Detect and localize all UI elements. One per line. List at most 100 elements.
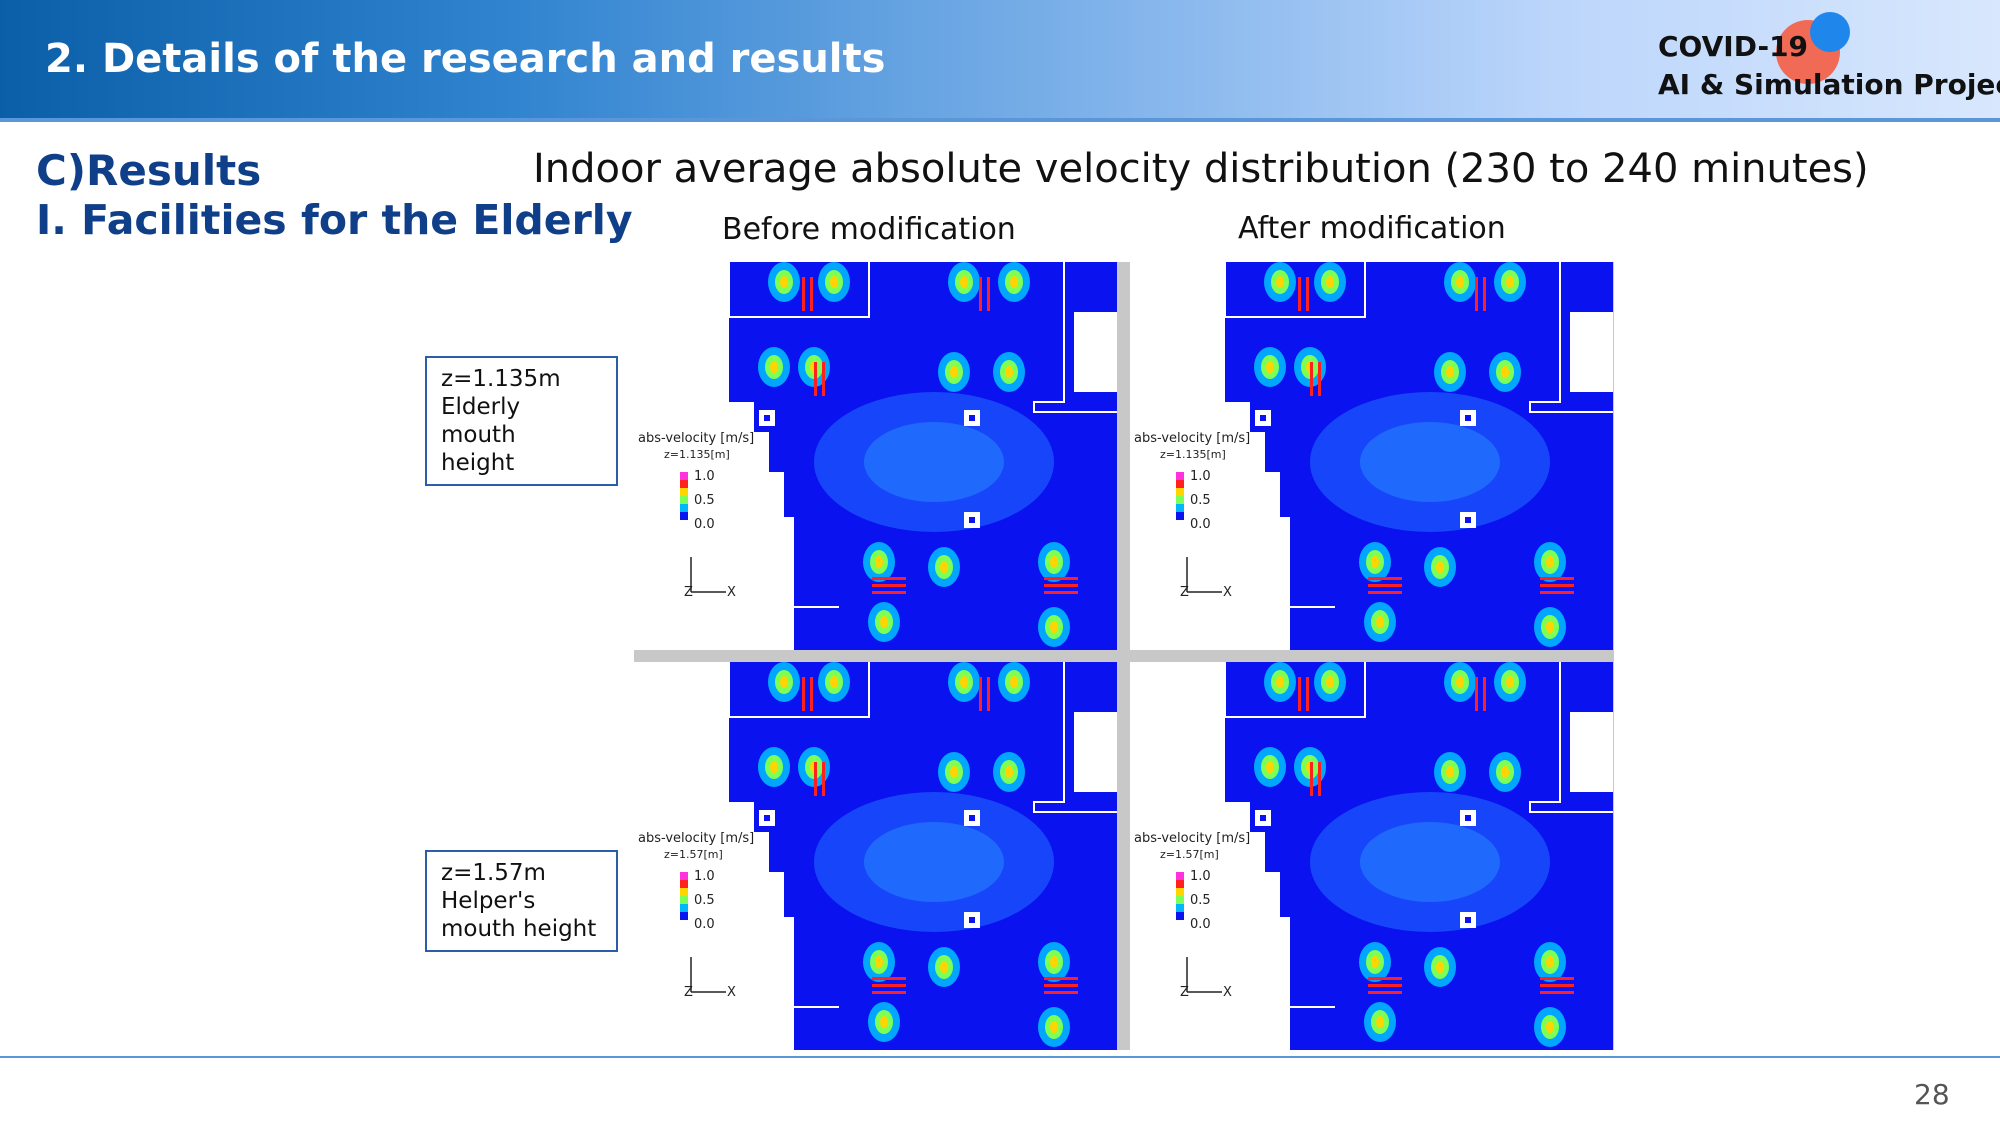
room-wall [728, 262, 870, 318]
row-label-helper: z=1.57m Helper's mouth height [425, 850, 618, 952]
vent-marker [1368, 991, 1402, 994]
velocity-hotspot-peak [780, 276, 788, 288]
velocity-hotspot-peak [960, 276, 968, 288]
legend-colorbar-segment [1176, 512, 1184, 520]
vent-marker [1368, 577, 1402, 580]
legend-colorbar-segment [680, 504, 688, 512]
legend-colorbar-segment [1176, 496, 1184, 504]
row-label-line: z=1.135m [441, 366, 561, 392]
vent-marker [1483, 277, 1486, 311]
furniture-block-inner [1260, 815, 1266, 821]
velocity-hotspot-peak [1266, 361, 1274, 373]
vent-marker [1298, 277, 1301, 311]
legend-colorbar-segment [680, 872, 688, 880]
velocity-hotspot-peak [830, 276, 838, 288]
vent-marker [1298, 677, 1301, 711]
vent-marker [872, 591, 906, 594]
velocity-hotspot-peak [875, 956, 883, 968]
page-number: 28 [1914, 1078, 1950, 1111]
legend-colorbar-segment [680, 472, 688, 480]
velocity-hotspot-peak [1371, 556, 1379, 568]
legend-colorbar-segment [1176, 480, 1184, 488]
room-block [1074, 312, 1117, 392]
vent-marker [1044, 584, 1078, 587]
vent-marker [987, 677, 990, 711]
slide-title: 2. Details of the research and results [45, 36, 886, 82]
vent-marker [1483, 677, 1486, 711]
logo-blue-dot [1810, 12, 1850, 52]
furniture-block-inner [1465, 517, 1471, 523]
vent-marker [1044, 977, 1078, 980]
room-block [1074, 712, 1117, 792]
legend-title: abs-velocity [m/s] [638, 431, 754, 446]
room-block [1570, 712, 1613, 792]
vent-marker [1318, 762, 1321, 796]
vent-marker [814, 362, 817, 396]
legend-z-label: z=1.135[m] [664, 448, 730, 461]
velocity-hotspot-peak [770, 361, 778, 373]
legend-tick-label: 1.0 [1190, 469, 1211, 484]
velocity-hotspot-peak [940, 961, 948, 973]
legend-tick-label: 1.0 [1190, 869, 1211, 884]
axis-z-label: Z [684, 985, 693, 1000]
legend-colorbar-segment [1176, 504, 1184, 512]
legend-tick-label: 1.0 [694, 469, 715, 484]
furniture-block-inner [1465, 815, 1471, 821]
footer-divider [0, 1056, 2000, 1058]
velocity-plume-core [864, 822, 1004, 902]
vent-marker [802, 277, 805, 311]
vent-marker [1540, 984, 1574, 987]
velocity-plume-core [864, 422, 1004, 502]
vent-marker [872, 991, 906, 994]
legend-colorbar-segment [1176, 888, 1184, 896]
vent-marker [872, 977, 906, 980]
room-wall [1529, 662, 1613, 813]
velocity-hotspot-peak [1546, 956, 1554, 968]
velocity-panel-after-helper: abs-velocity [m/s] z=1.57[m] 1.0 0.5 0.0 X Z [1130, 662, 1613, 1050]
velocity-hotspot-peak [780, 676, 788, 688]
vent-marker [979, 277, 982, 311]
row-label-line: mouth height [441, 916, 597, 942]
section-heading: C)Results [36, 146, 262, 195]
furniture-block-inner [764, 415, 770, 421]
vent-marker [1368, 591, 1402, 594]
furniture-block-inner [764, 815, 770, 821]
velocity-hotspot-peak [1050, 956, 1058, 968]
legend-colorbar-segment [680, 880, 688, 888]
room-wall [1033, 662, 1117, 813]
legend-colorbar-segment [680, 488, 688, 496]
legend-colorbar-segment [680, 904, 688, 912]
vent-marker [1368, 977, 1402, 980]
velocity-panel-after-elderly: abs-velocity [m/s] z=1.135[m] 1.0 0.5 0.0 X Z [1130, 262, 1613, 650]
room-wall [1224, 262, 1366, 318]
legend-colorbar-segment [1176, 896, 1184, 904]
axis-x-label: X [1223, 985, 1232, 1000]
velocity-hotspot-peak [1010, 276, 1018, 288]
furniture-block-inner [969, 815, 975, 821]
vent-marker [1310, 762, 1313, 796]
legend-tick-label: 0.0 [694, 517, 715, 532]
velocity-hotspot-peak [940, 561, 948, 573]
subsection-heading: I. Facilities for the Elderly [36, 196, 633, 244]
velocity-hotspot-peak [1446, 766, 1454, 778]
legend-colorbar-segment [1176, 472, 1184, 480]
logo-line-2: AI & Simulation Project [1658, 68, 2000, 101]
slide-header [0, 0, 2000, 120]
row-label-line: Helper's [441, 888, 536, 914]
vent-marker [1540, 977, 1574, 980]
room-wall [1033, 262, 1117, 413]
legend-tick-label: 0.5 [1190, 893, 1211, 908]
vent-marker [810, 677, 813, 711]
legend-colorbar-segment [680, 888, 688, 896]
velocity-hotspot-peak [1501, 366, 1509, 378]
vent-marker [1306, 677, 1309, 711]
vent-marker [987, 277, 990, 311]
velocity-hotspot-peak [1326, 676, 1334, 688]
velocity-hotspot-peak [1050, 556, 1058, 568]
axis-z-label: Z [684, 585, 693, 600]
vent-marker [979, 677, 982, 711]
axis-x-label: X [1223, 585, 1232, 600]
velocity-hotspot-peak [1546, 556, 1554, 568]
legend-tick-label: 0.5 [694, 893, 715, 908]
